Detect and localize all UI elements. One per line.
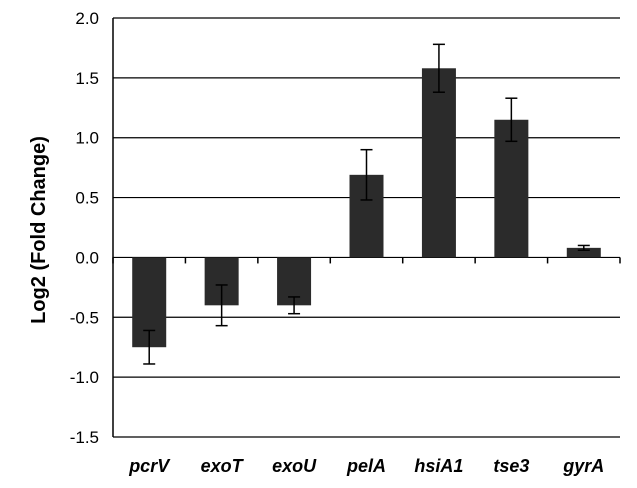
bar-tse3 <box>494 119 529 258</box>
error-bar-exoT <box>215 284 228 327</box>
x-category-label: exoT <box>201 456 245 476</box>
error-bar-hsiA1 <box>432 43 445 93</box>
error-bar-tse3 <box>505 97 518 143</box>
y-tick-label: -1.5 <box>70 428 99 447</box>
error-bar-pcrV <box>143 329 156 365</box>
bars <box>132 68 601 348</box>
error-bar-pelA <box>360 148 373 201</box>
y-tick-label: 1.5 <box>75 69 99 88</box>
y-tick-label: 2.0 <box>75 9 99 28</box>
error-bar-gyrA <box>577 244 590 251</box>
bar-gyrA <box>566 247 601 258</box>
y-tick-labels: 2.0 1.5 1.0 0.5 0.0 -0.5 -1.0 -1.5 <box>70 9 99 447</box>
x-category-label: gyrA <box>562 456 604 476</box>
y-tick-label: 0.5 <box>75 189 99 208</box>
error-bars <box>143 43 590 365</box>
x-category-label: pelA <box>346 456 386 476</box>
x-category-labels: pcrV exoT exoU pelA hsiA1 tse3 gyrA <box>128 456 604 476</box>
x-category-label: exoU <box>272 456 317 476</box>
x-category-label: hsiA1 <box>414 456 463 476</box>
y-tick-label: -0.5 <box>70 308 99 327</box>
y-tick-label: 1.0 <box>75 129 99 148</box>
y-tick-label: 0.0 <box>75 248 99 267</box>
x-category-label: tse3 <box>493 456 529 476</box>
y-tick-label: -1.0 <box>70 368 99 387</box>
y-axis-title: Log2 (Fold Change) <box>28 136 50 324</box>
error-bar-exoU <box>288 296 301 315</box>
x-category-label: pcrV <box>128 456 171 476</box>
axes <box>112 18 621 437</box>
bar-hsiA1 <box>421 68 456 258</box>
